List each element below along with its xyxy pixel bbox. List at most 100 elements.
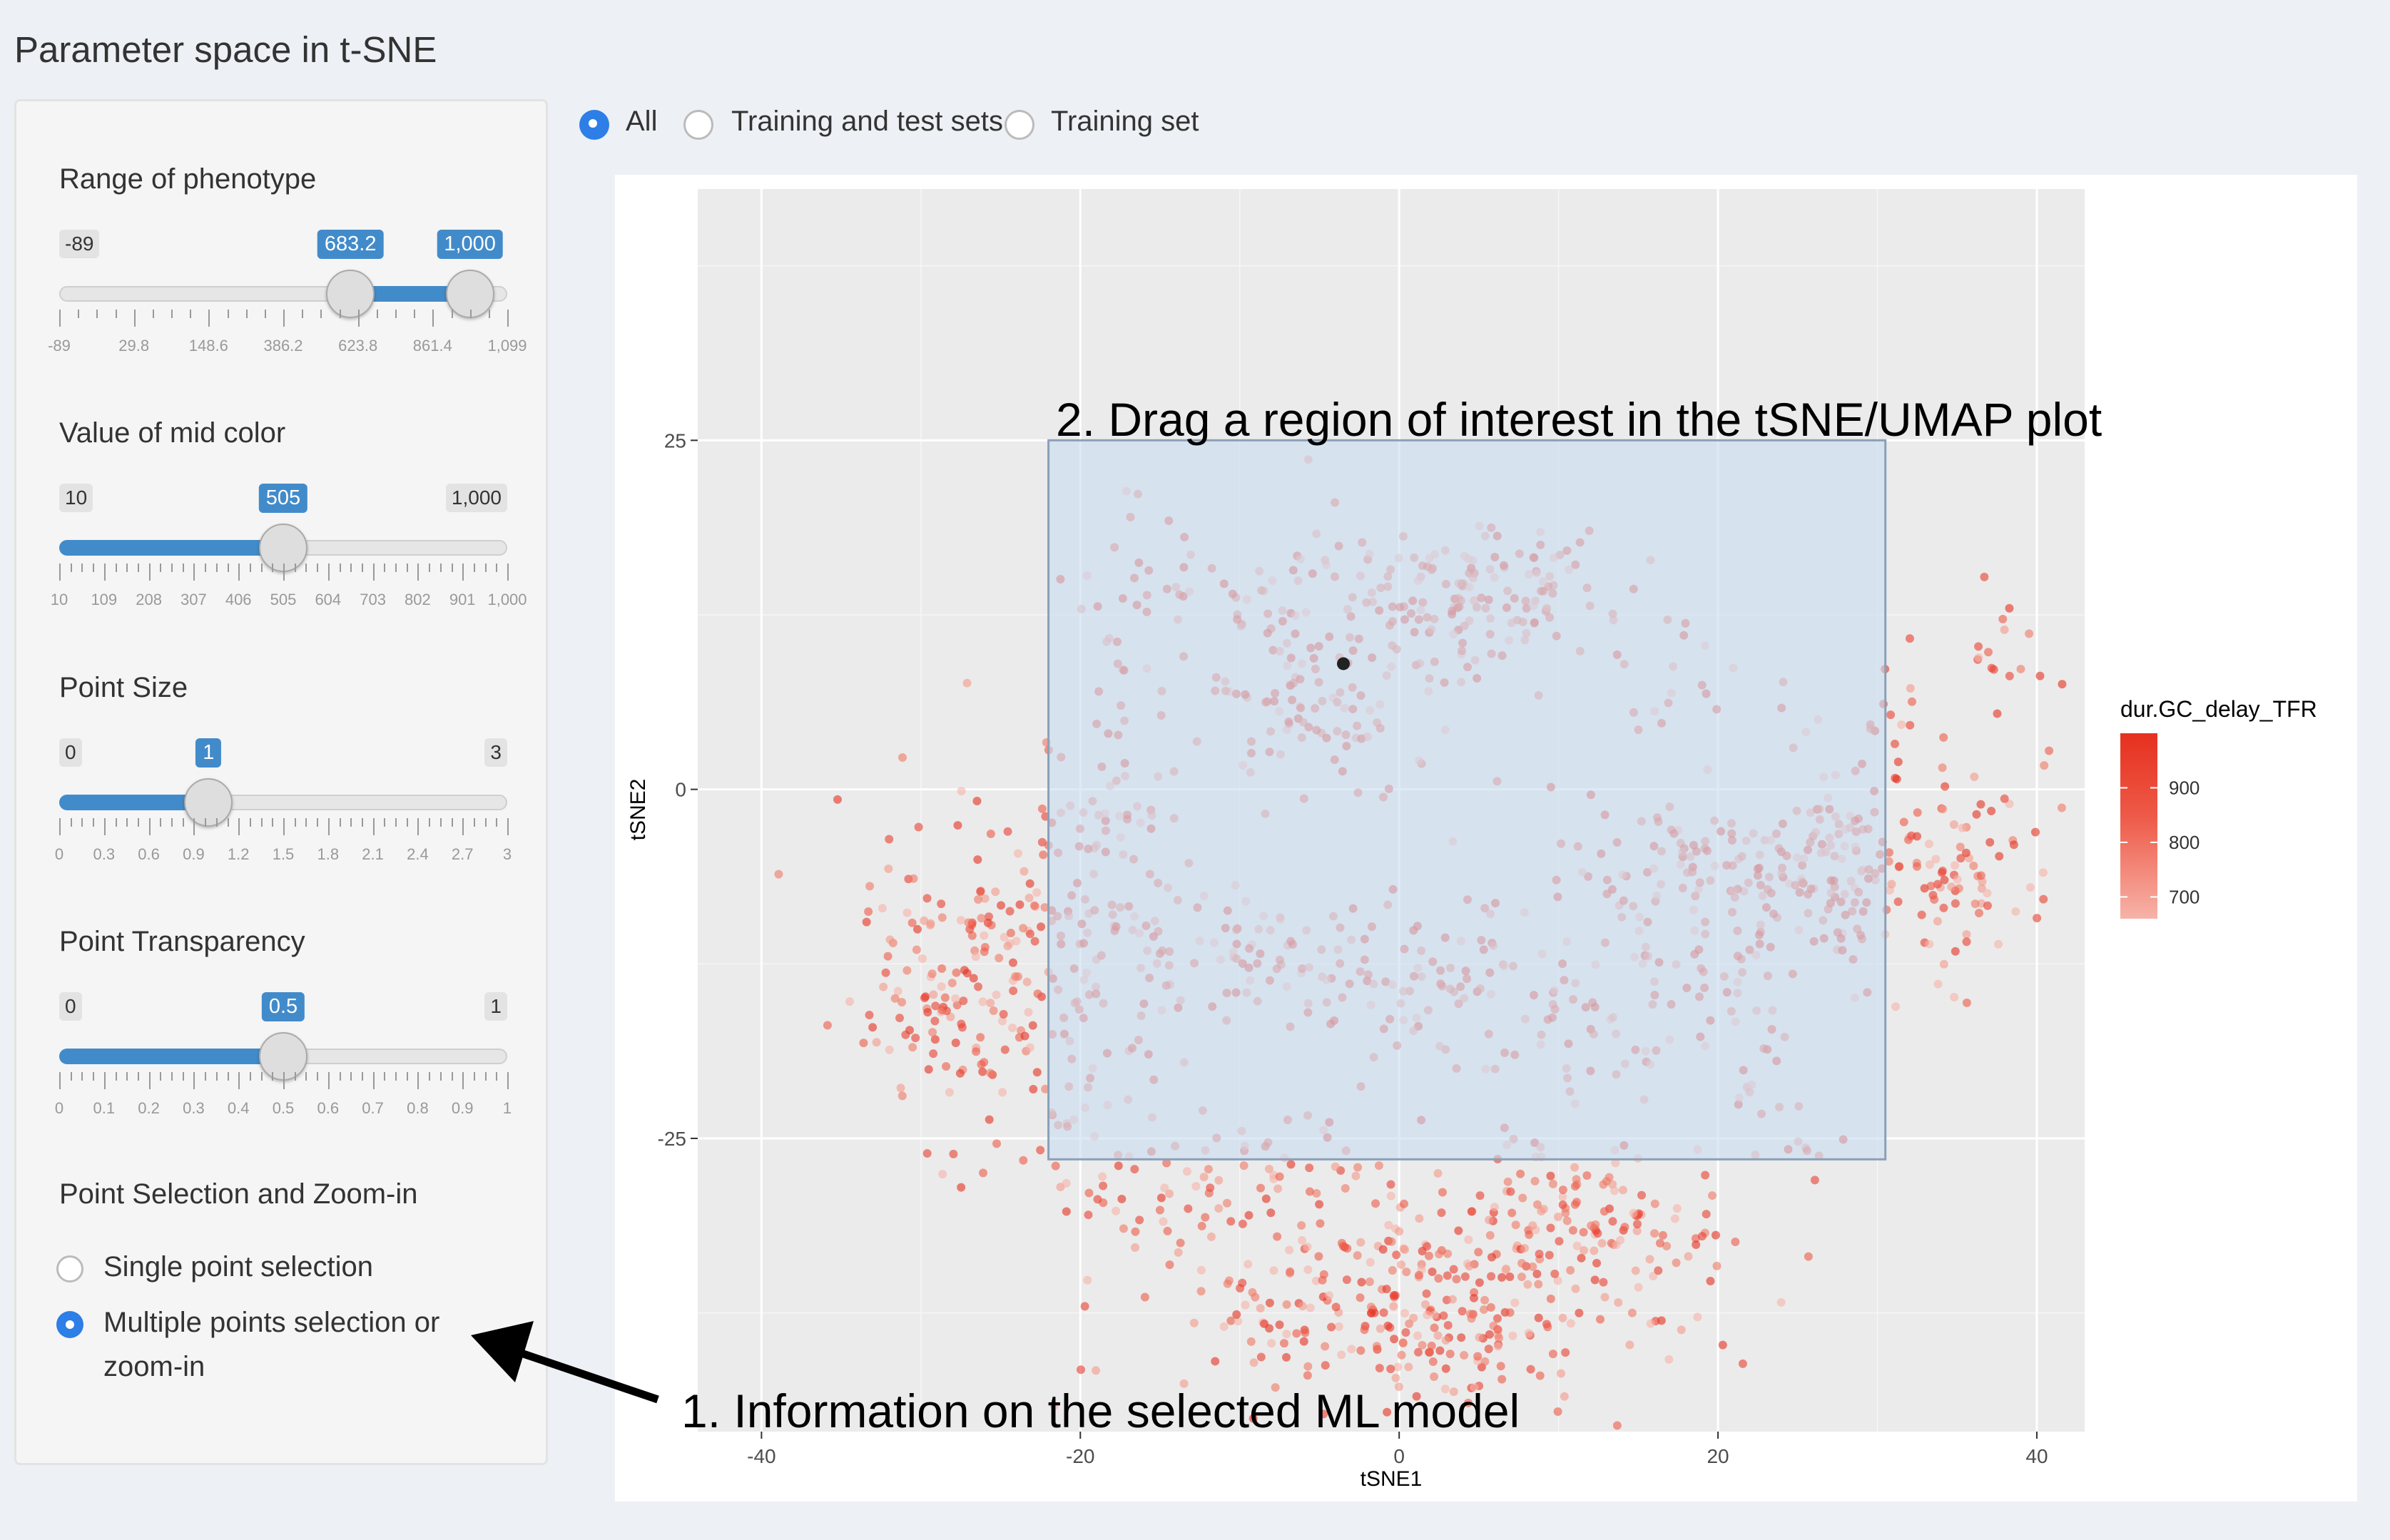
data-point[interactable] [995, 954, 1004, 963]
data-point[interactable] [1983, 901, 1992, 910]
data-point[interactable] [1469, 1293, 1478, 1302]
point-size-slider[interactable]: 0 3 1 0 0.3 0.6 0.9 1.2 1.5 1.8 2.1 2.4 2.7 3 [55, 738, 523, 863]
data-point[interactable] [1711, 1230, 1720, 1240]
data-point[interactable] [1445, 1350, 1455, 1359]
data-point[interactable] [1331, 1162, 1340, 1171]
data-point[interactable] [1080, 1302, 1089, 1311]
data-point[interactable] [1155, 1205, 1164, 1215]
data-point[interactable] [1655, 1238, 1664, 1248]
data-point[interactable] [1420, 1300, 1430, 1309]
data-point[interactable] [879, 982, 888, 991]
data-point[interactable] [1316, 1219, 1325, 1228]
data-point[interactable] [1024, 1008, 1033, 1017]
data-point[interactable] [1275, 1320, 1284, 1330]
data-point[interactable] [1303, 1265, 1313, 1275]
data-point[interactable] [1985, 837, 1995, 847]
data-point[interactable] [1135, 1215, 1144, 1225]
data-point[interactable] [1956, 842, 1965, 852]
data-point[interactable] [1485, 1230, 1495, 1240]
data-point[interactable] [1401, 1328, 1410, 1337]
data-point[interactable] [1460, 1272, 1470, 1281]
data-point[interactable] [2057, 803, 2066, 812]
data-point[interactable] [1244, 1210, 1254, 1220]
data-point[interactable] [1251, 1292, 1260, 1302]
data-point[interactable] [1891, 773, 1900, 782]
data-point[interactable] [1303, 1362, 1313, 1371]
data-point[interactable] [1265, 1298, 1274, 1307]
data-point[interactable] [1219, 1322, 1229, 1331]
data-point[interactable] [1448, 1295, 1457, 1304]
data-point[interactable] [1286, 1160, 1296, 1169]
data-point[interactable] [930, 1016, 940, 1026]
data-point[interactable] [1334, 1322, 1343, 1331]
data-point[interactable] [1891, 1002, 1901, 1011]
data-point[interactable] [1532, 1270, 1542, 1279]
data-point[interactable] [1331, 1302, 1341, 1312]
data-point[interactable] [1286, 1268, 1295, 1278]
data-point[interactable] [1305, 1187, 1314, 1196]
data-point[interactable] [1470, 1382, 1479, 1392]
data-point[interactable] [1321, 1361, 1330, 1370]
data-point[interactable] [901, 1030, 910, 1039]
data-point[interactable] [1256, 1352, 1266, 1362]
data-point[interactable] [1197, 1221, 1206, 1230]
data-point[interactable] [1022, 977, 1032, 986]
data-point[interactable] [1430, 1323, 1439, 1332]
data-point[interactable] [1179, 1379, 1189, 1388]
data-point[interactable] [2000, 794, 2009, 803]
data-point[interactable] [833, 795, 842, 804]
data-point[interactable] [1117, 1194, 1127, 1203]
data-point[interactable] [1637, 1190, 1647, 1200]
data-point[interactable] [1327, 1322, 1336, 1332]
data-point[interactable] [865, 882, 875, 891]
data-point[interactable] [1738, 1359, 1747, 1368]
data-point[interactable] [1590, 1275, 1600, 1285]
data-point[interactable] [1906, 720, 1915, 730]
data-point[interactable] [1572, 1198, 1581, 1207]
data-point[interactable] [930, 1035, 940, 1044]
data-point[interactable] [1572, 1241, 1582, 1250]
data-point[interactable] [992, 1139, 1002, 1148]
data-point[interactable] [1974, 909, 1983, 918]
data-point[interactable] [1011, 972, 1020, 981]
data-point[interactable] [1570, 1182, 1580, 1191]
data-point[interactable] [1956, 854, 1966, 863]
data-point[interactable] [1524, 1329, 1533, 1338]
data-point[interactable] [1962, 929, 1971, 939]
data-point[interactable] [1971, 899, 1980, 909]
data-point[interactable] [911, 1034, 920, 1043]
data-point[interactable] [1993, 709, 2002, 718]
data-point[interactable] [1924, 840, 1933, 849]
data-point[interactable] [1433, 1169, 1443, 1178]
data-point[interactable] [1008, 1023, 1017, 1032]
data-point[interactable] [1510, 1298, 1520, 1307]
data-point[interactable] [1211, 1357, 1220, 1366]
data-point[interactable] [1495, 1333, 1504, 1342]
data-point[interactable] [1938, 763, 1947, 772]
data-point[interactable] [937, 913, 947, 922]
data-point[interactable] [1306, 1303, 1315, 1312]
data-point[interactable] [1182, 1167, 1191, 1176]
data-point[interactable] [1356, 1238, 1366, 1247]
data-point[interactable] [1083, 1275, 1092, 1285]
data-point[interactable] [897, 1091, 907, 1101]
data-point[interactable] [1279, 1339, 1288, 1348]
data-point[interactable] [1612, 1240, 1621, 1250]
data-point[interactable] [1204, 1188, 1214, 1198]
data-point[interactable] [1312, 1189, 1321, 1198]
data-point[interactable] [1367, 1308, 1376, 1317]
phenotype-range-slider[interactable]: -89 683.2 1,000 -89 29.8 148.6 386.2 623.8 861.4… [48, 230, 527, 355]
data-point[interactable] [956, 915, 965, 924]
data-point[interactable] [1413, 1331, 1423, 1340]
selected-point-marker[interactable] [1336, 657, 1350, 670]
data-point[interactable] [920, 916, 929, 925]
data-point[interactable] [992, 990, 1001, 999]
data-point[interactable] [1204, 1165, 1213, 1174]
data-point[interactable] [1378, 1245, 1388, 1254]
data-point[interactable] [1650, 1199, 1659, 1208]
data-point[interactable] [1558, 1192, 1567, 1201]
data-point[interactable] [1395, 1227, 1404, 1236]
data-point[interactable] [1373, 1345, 1382, 1354]
data-point[interactable] [1032, 888, 1042, 897]
data-point[interactable] [1518, 1193, 1527, 1203]
